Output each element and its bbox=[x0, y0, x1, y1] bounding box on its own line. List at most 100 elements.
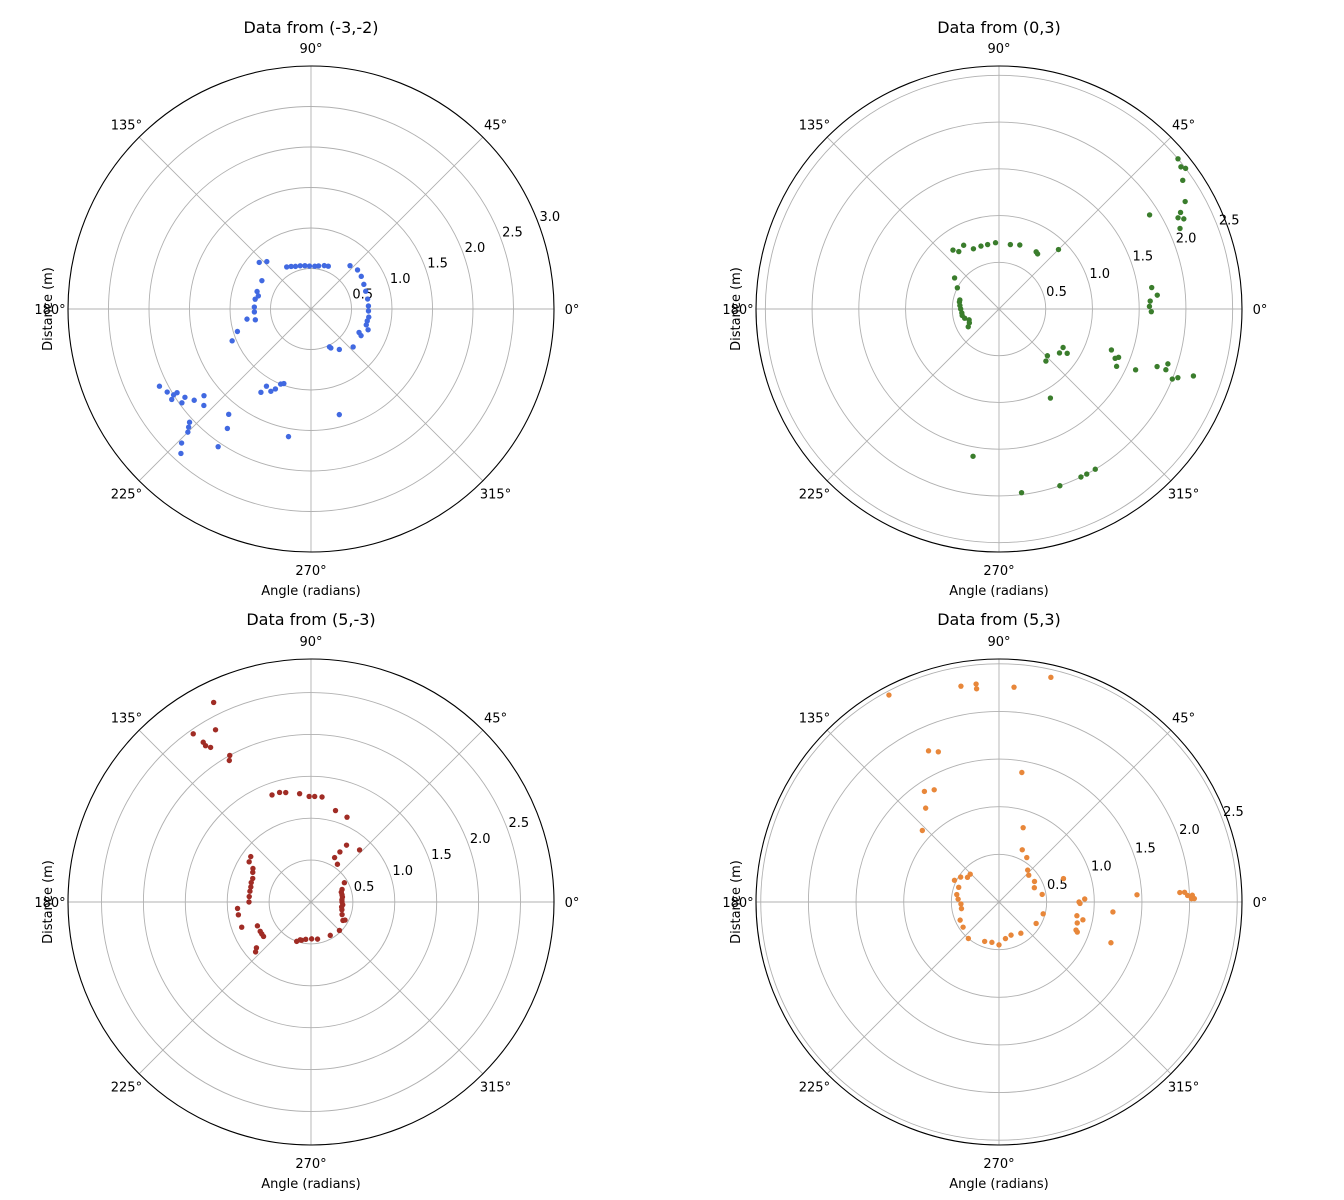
y-axis-label: Distance (m) bbox=[729, 267, 744, 351]
data-point bbox=[1077, 900, 1083, 907]
polar-panel-1: 0°45°90°135°180°225°270°315°0.51.01.52.0… bbox=[34, 18, 579, 599]
angular-gridline bbox=[998, 308, 1172, 482]
data-point bbox=[992, 240, 999, 246]
data-point bbox=[362, 288, 369, 294]
radial-tick-label: 0.5 bbox=[1047, 878, 1068, 893]
data-point bbox=[247, 888, 253, 894]
data-point bbox=[358, 332, 364, 339]
data-point bbox=[1018, 930, 1024, 936]
data-point bbox=[1163, 367, 1169, 373]
angular-gridline bbox=[998, 136, 1172, 310]
data-point bbox=[1031, 885, 1038, 891]
data-point bbox=[226, 411, 232, 418]
data-point bbox=[1132, 367, 1139, 373]
data-point bbox=[306, 793, 312, 800]
data-point bbox=[363, 322, 369, 328]
data-point bbox=[1175, 156, 1181, 162]
data-point bbox=[331, 854, 338, 861]
data-point bbox=[1033, 920, 1039, 927]
data-point bbox=[1020, 824, 1026, 831]
panel-title: Data from (-3,-2) bbox=[243, 18, 378, 37]
data-point bbox=[921, 788, 928, 795]
data-point bbox=[272, 386, 279, 392]
panel-title: Data from (5,-3) bbox=[246, 610, 375, 629]
data-point bbox=[1181, 216, 1187, 222]
data-point bbox=[285, 433, 292, 440]
data-point bbox=[248, 884, 254, 890]
angle-tick-label: 225° bbox=[111, 488, 142, 503]
radial-tick-label: 1.0 bbox=[392, 864, 413, 879]
data-point bbox=[256, 259, 262, 266]
angle-tick-label: 135° bbox=[111, 711, 142, 726]
data-point bbox=[339, 911, 345, 918]
data-point bbox=[996, 942, 1002, 948]
panel-title: Data from (0,3) bbox=[937, 18, 1061, 37]
data-point bbox=[1175, 215, 1181, 221]
angle-tick-label: 225° bbox=[799, 488, 830, 503]
data-point bbox=[984, 241, 991, 248]
data-point bbox=[1190, 373, 1197, 379]
data-point bbox=[965, 935, 972, 942]
data-point bbox=[365, 308, 372, 314]
data-point bbox=[308, 936, 315, 942]
data-point bbox=[215, 443, 221, 450]
angle-tick-label: 90° bbox=[299, 635, 322, 650]
radial-tick-label: 1.5 bbox=[431, 848, 452, 863]
data-point bbox=[1007, 241, 1014, 248]
data-point bbox=[201, 392, 207, 399]
radial-tick-label: 0.5 bbox=[354, 880, 375, 895]
x-axis-label: Angle (radians) bbox=[261, 1177, 360, 1192]
data-point bbox=[185, 429, 191, 435]
data-point bbox=[1056, 350, 1063, 356]
data-point bbox=[269, 792, 275, 798]
data-point bbox=[1084, 471, 1090, 477]
data-point bbox=[311, 793, 318, 800]
data-point bbox=[354, 267, 361, 273]
data-point bbox=[178, 440, 185, 446]
data-point bbox=[361, 281, 367, 288]
data-point bbox=[1008, 932, 1014, 938]
angle-tick-label: 315° bbox=[480, 488, 511, 503]
radial-tick-label: 1.0 bbox=[1091, 860, 1112, 875]
x-axis-label: Angle (radians) bbox=[949, 584, 1048, 599]
data-point bbox=[1060, 875, 1067, 882]
data-point bbox=[343, 842, 350, 848]
data-point bbox=[315, 263, 322, 269]
data-point bbox=[339, 907, 345, 913]
data-point bbox=[314, 936, 321, 942]
data-point bbox=[293, 938, 300, 945]
angle-tick-label: 0° bbox=[565, 896, 580, 911]
data-point bbox=[1017, 242, 1023, 248]
angle-tick-label: 45° bbox=[1172, 118, 1195, 133]
data-point bbox=[226, 757, 233, 764]
data-point bbox=[178, 450, 184, 457]
x-axis-label: Angle (radians) bbox=[949, 1177, 1048, 1192]
angle-tick-label: 225° bbox=[799, 1081, 830, 1096]
data-point bbox=[268, 388, 274, 394]
data-point bbox=[1177, 225, 1183, 232]
data-point bbox=[276, 789, 283, 796]
polar-spine bbox=[67, 65, 555, 553]
data-point bbox=[1147, 298, 1153, 304]
data-point bbox=[246, 859, 252, 865]
angle-tick-label: 180° bbox=[722, 303, 753, 318]
data-point bbox=[1108, 347, 1115, 353]
data-point bbox=[235, 912, 242, 918]
angle-tick-label: 180° bbox=[722, 896, 753, 911]
data-point bbox=[1112, 355, 1118, 361]
data-point bbox=[973, 681, 979, 687]
data-point bbox=[1180, 177, 1186, 184]
data-point bbox=[955, 896, 961, 902]
angle-tick-label: 180° bbox=[34, 896, 65, 911]
data-point bbox=[365, 327, 371, 333]
data-point bbox=[212, 727, 219, 733]
data-point bbox=[1134, 892, 1140, 898]
data-point bbox=[1078, 474, 1084, 480]
data-point bbox=[292, 263, 299, 270]
data-point bbox=[258, 389, 264, 396]
data-point bbox=[1184, 892, 1191, 899]
data-point bbox=[1011, 684, 1017, 690]
angular-gridline bbox=[826, 901, 1000, 1075]
data-point bbox=[347, 262, 353, 269]
